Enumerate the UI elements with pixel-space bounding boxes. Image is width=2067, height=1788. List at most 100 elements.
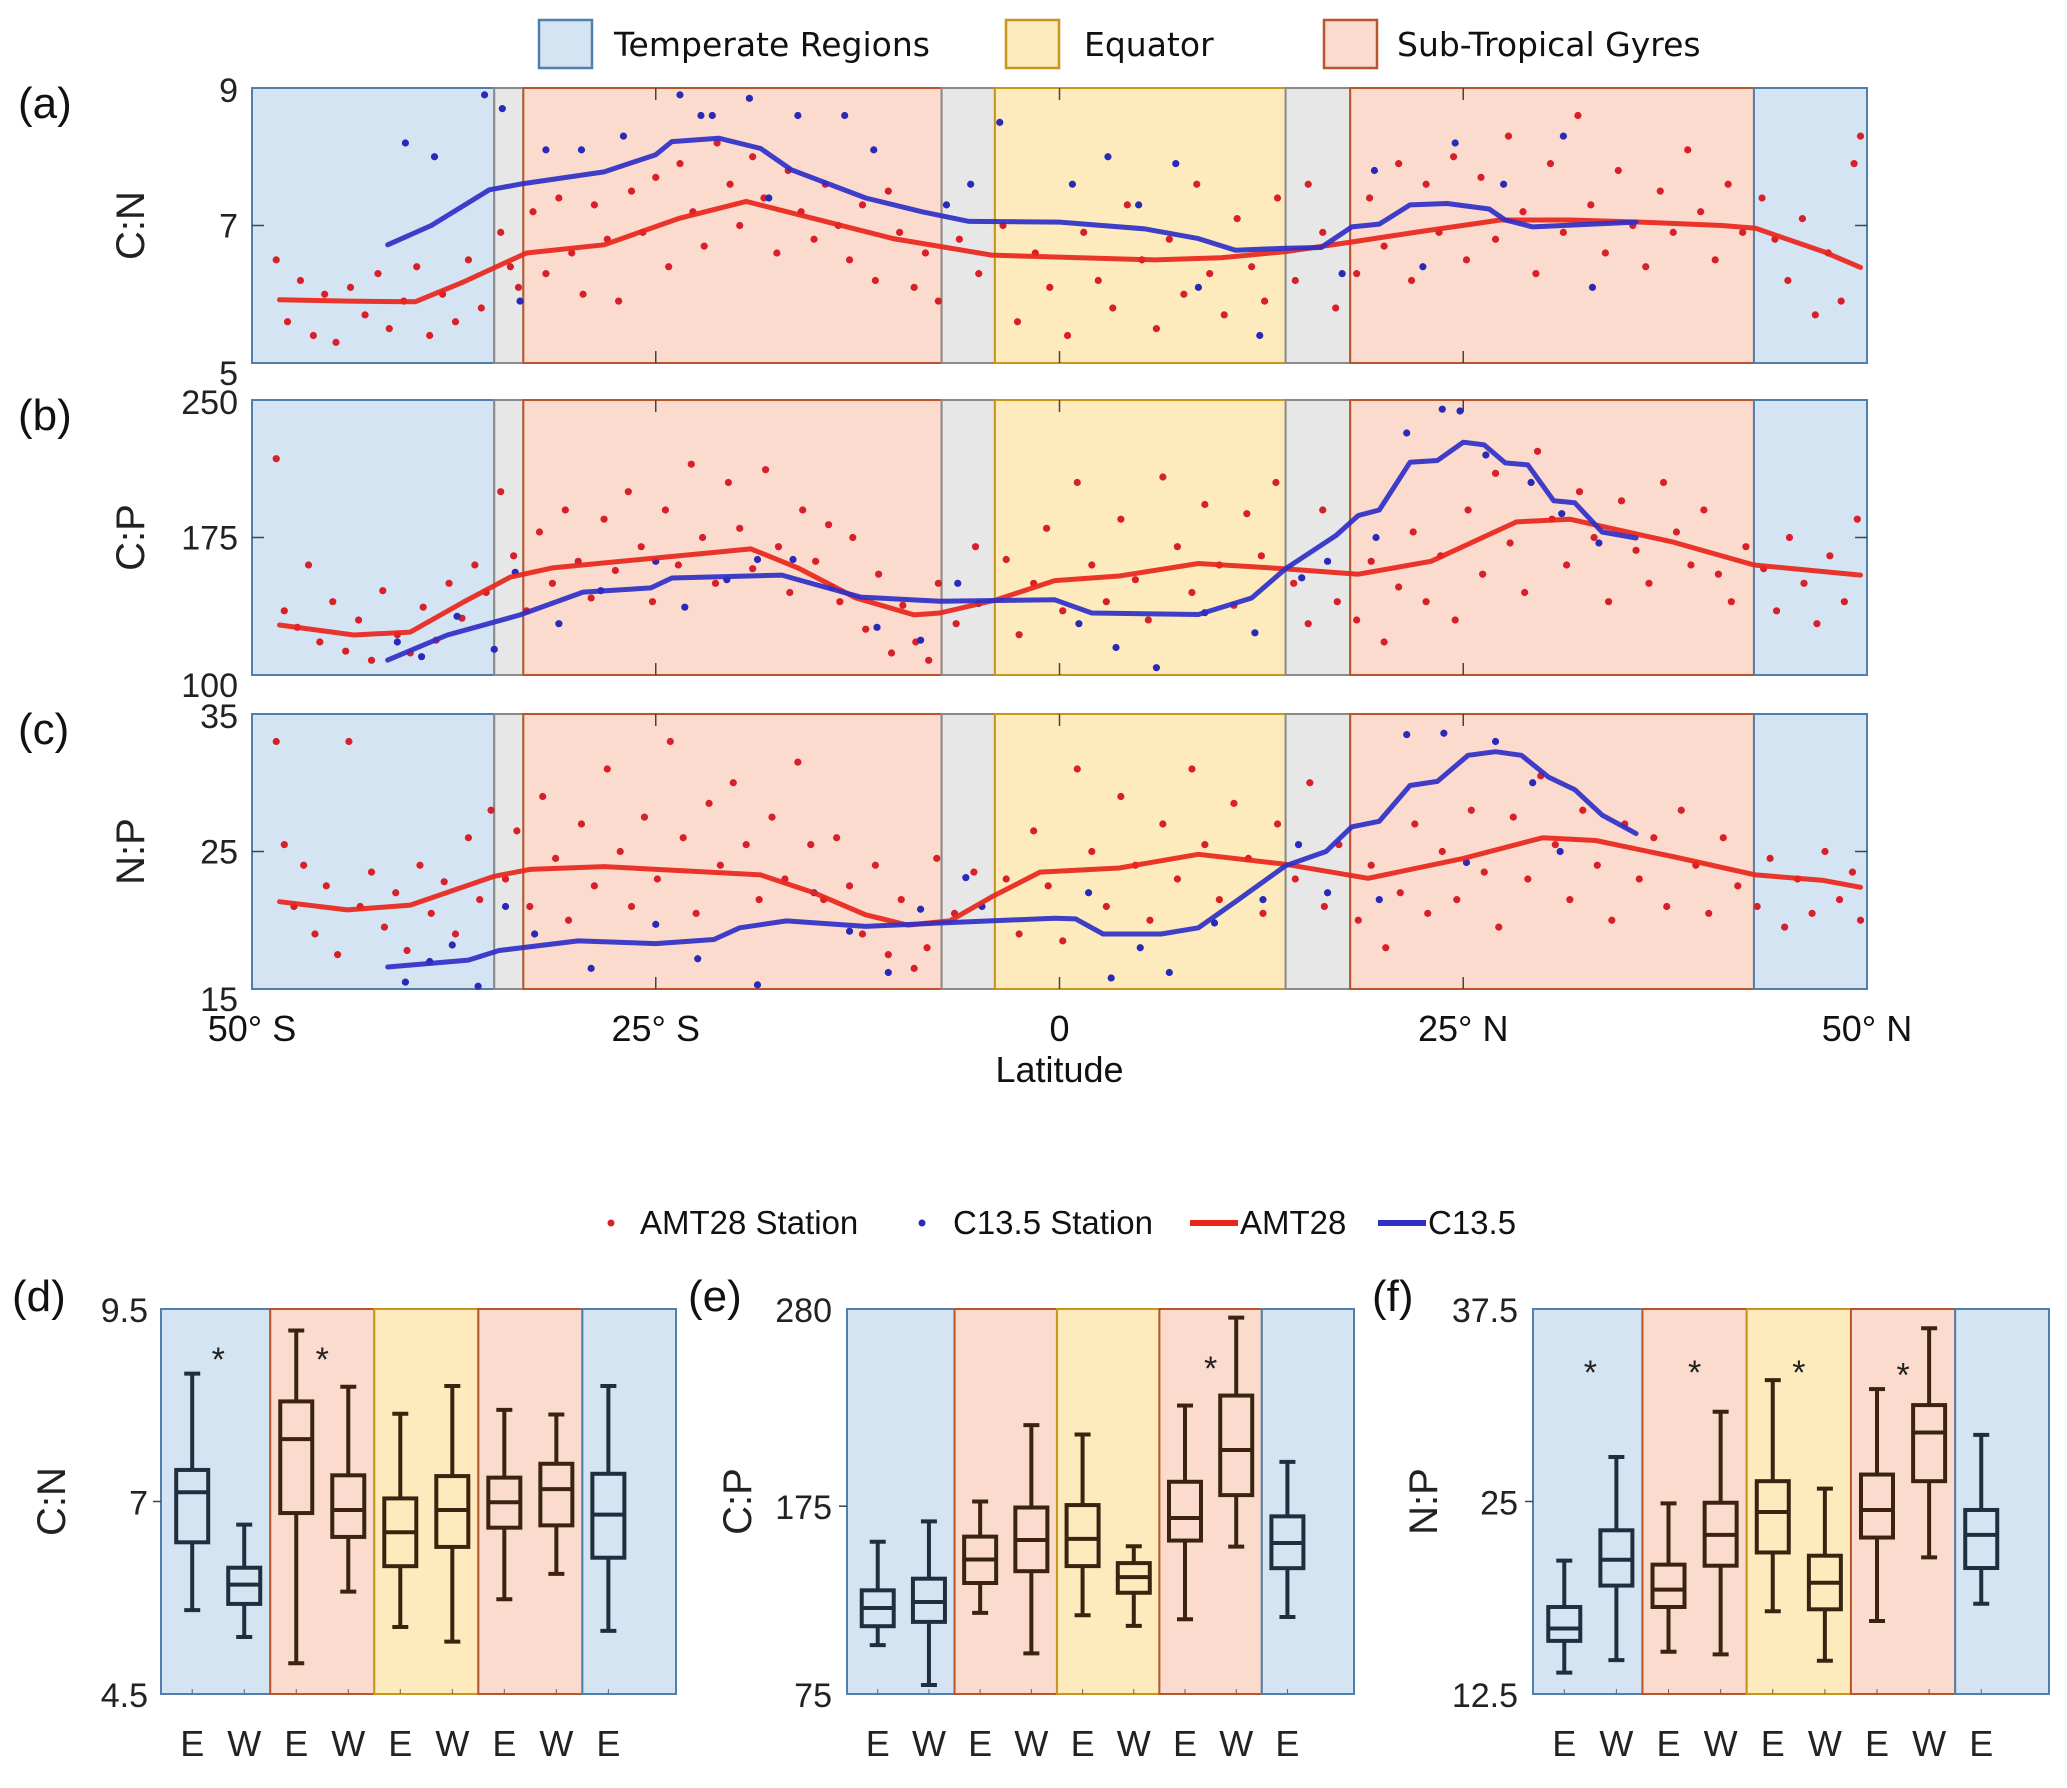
amt28-station-point [1753,902,1761,911]
amt28-station-point [755,896,763,904]
amt28-station-point [1590,533,1598,542]
c13-5-station-point [1438,405,1446,413]
amt28-station-point [568,249,576,257]
amt28-station-point [1173,543,1181,551]
c13-5-station-point [1165,968,1173,977]
c13-5-station-point [652,920,660,928]
y-axis-label: C:N [109,191,153,260]
legend-item-subtropical: Sub-Tropical Gyres [1322,18,1701,70]
amt28-station-point [871,861,879,869]
c13-5-station-point [845,927,854,935]
amt28-station-point [1159,820,1167,828]
region-transition [1284,399,1352,676]
amt28-station-point [1593,861,1601,869]
c13-5-station-point [1210,919,1219,927]
amt28-station-point [648,598,657,606]
region-subtropical [1349,399,1755,676]
amt28-station-point [1291,875,1299,883]
amt28-station-point [497,488,505,496]
amt28-station-point [1632,546,1640,554]
amt28-station-point [773,249,781,257]
legend-dot-marker [607,1219,615,1227]
amt28-station-point [921,249,930,257]
c13-5-station-point [501,902,510,911]
ytick-label: 9 [219,72,238,110]
data-layer [272,405,1863,672]
amt28-station-point [875,570,883,578]
amt28-station-point [934,579,942,587]
amt28-station-point [1117,792,1125,801]
amt28-station-point [451,318,460,326]
amt28-station-point [529,208,537,216]
amt28-station-point [1291,276,1299,285]
amt28-station-point [1259,909,1267,917]
amt28-station-point [1319,228,1327,236]
c13-5-station-point [1194,283,1202,291]
ytick-label: 4.5 [101,1677,148,1715]
amt28-station-point [698,533,707,542]
xtick-label: 25° N [1418,1008,1508,1049]
c13-5-station-point [841,111,849,120]
category-label: W [539,1723,573,1764]
c13-5-station-point [967,180,975,188]
category-label: E [866,1723,890,1764]
amt28-station-point [1123,201,1131,209]
amt28-station-point [1811,311,1819,319]
box-3 [330,1384,367,1594]
amt28-station-point [665,263,673,271]
amt28-station-point [749,565,757,573]
amt28-station-point [1152,325,1160,333]
amt28-station-point [700,242,708,250]
region-temperate [1260,1308,1356,1695]
c13-5-station-point [1107,974,1115,982]
box-2 [962,1499,999,1615]
amt28-station-point [272,256,280,264]
c13-5-station-point [917,905,925,913]
region-transition [493,399,525,676]
amt28-station-point [1013,318,1022,326]
category-label: W [1599,1723,1633,1764]
amt28-station-point [1587,201,1595,209]
amt28-station-point [627,902,636,911]
xtick-label: 50° N [1822,1008,1912,1049]
iqr-box [1650,1562,1687,1609]
iqr-box [1546,1604,1583,1643]
c13-5-station-point [498,105,506,113]
amt28-station-point [1059,607,1067,615]
amt28-station-point [1724,180,1732,188]
scatter-series-amt28 [272,737,1865,972]
c13-5-station-point [1595,539,1603,547]
amt28-station-point [1173,875,1181,883]
amt28-station-point [539,792,547,801]
amt28-station-point [1180,290,1188,298]
amt28-station-point [280,607,288,615]
amt28-station-point [1015,631,1023,639]
amt28-station-point [884,951,892,959]
xtick-label: 0 [1049,1008,1069,1049]
amt28-station-point [729,779,737,787]
amt28-station-point [419,603,427,611]
iqr-box [1064,1503,1101,1569]
c13-5-station-point [1172,160,1180,168]
amt28-station-point [871,276,879,285]
amt28-station-point [587,594,595,602]
c13-5-station-point [962,874,970,882]
ytick-label: 175 [775,1489,832,1527]
amt28-station-point [896,228,904,236]
amt28-station-point [1467,806,1475,814]
amt28-station-point [1850,160,1858,168]
c13-5-station-point [708,111,716,120]
amt28-station-point [1532,270,1540,278]
amt28-station-point [1656,187,1664,195]
amt28-station-point [970,868,978,876]
amt28-station-point [1697,208,1705,216]
amt28-station-point [692,909,700,917]
amt28-station-point [526,902,534,911]
amt28-station-point [1201,841,1209,849]
amt28-station-point [1519,208,1527,216]
amt28-station-point [464,256,473,264]
category-label: E [1552,1723,1576,1764]
significance-marker: * [212,1341,225,1379]
region-temperate [1954,1308,2050,1695]
amt28-station-point [1424,909,1432,917]
